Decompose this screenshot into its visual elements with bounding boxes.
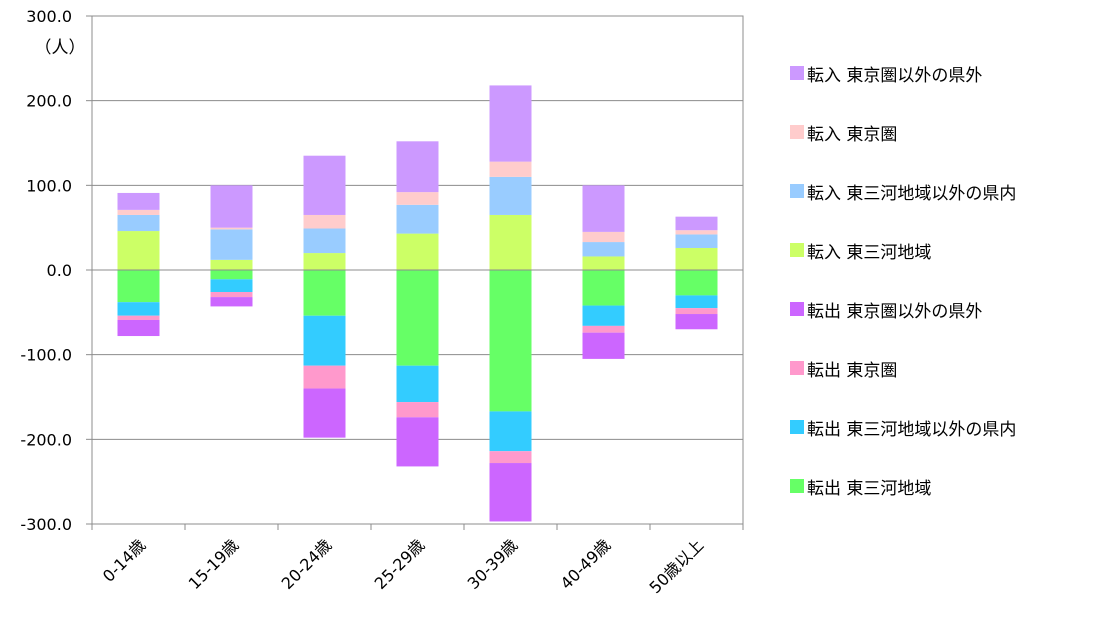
bar-segment — [675, 314, 718, 330]
bar-segment — [303, 155, 346, 215]
bar-segment — [303, 365, 346, 389]
bar-segment — [210, 270, 253, 280]
legend-label: 転入 東京圏 — [807, 124, 898, 145]
bar-segment — [117, 214, 160, 232]
legend-swatch — [790, 243, 804, 257]
legend-label: 転出 東三河地域以外の県内 — [807, 419, 1017, 440]
legend-item: 転出 東三河地域 — [790, 471, 931, 501]
x-tick-label: 40-49歳 — [557, 535, 615, 593]
x-tick-label: 15-19歳 — [185, 535, 243, 593]
legend-swatch — [790, 66, 804, 80]
bar-segment — [396, 233, 439, 270]
legend-label: 転入 東三河地域 — [807, 242, 932, 263]
bar-segment — [303, 228, 346, 254]
bar-segment — [210, 292, 253, 298]
bar-segment — [396, 141, 439, 193]
x-tick-label: 20-24歳 — [278, 535, 336, 593]
bar-segment — [303, 214, 346, 229]
bar-segment — [117, 270, 160, 303]
x-tick-label: 30-39歳 — [464, 535, 522, 593]
bar-segment — [117, 192, 160, 210]
bar-segment — [582, 256, 625, 270]
legend-item: 転出 東京圏以外の県外 — [790, 294, 982, 324]
bar-segment — [582, 325, 625, 333]
legend-swatch — [790, 125, 804, 139]
bar-segment — [489, 411, 532, 452]
legend-label: 転出 東京圏 — [807, 360, 898, 381]
bar-segment — [210, 259, 253, 270]
bar-segment — [117, 231, 160, 270]
legend-swatch — [790, 184, 804, 198]
bar-segment — [489, 214, 532, 270]
bar-segment — [117, 315, 160, 320]
bar-segment — [582, 242, 625, 257]
y-tick-label: -200.0 — [20, 430, 72, 449]
bar-segment — [582, 332, 625, 359]
y-tick-label: 100.0 — [26, 176, 72, 195]
bar-segment — [396, 417, 439, 467]
x-tick-label: 25-29歳 — [371, 535, 429, 593]
bar-segment — [303, 315, 346, 366]
bar-segment — [489, 85, 532, 162]
bar-segment — [210, 185, 253, 228]
bar-segment — [117, 209, 160, 215]
x-tick-label: 0-14歳 — [99, 535, 149, 585]
bar-segment — [117, 319, 160, 337]
y-tick-label: 200.0 — [26, 92, 72, 111]
bar-segment — [489, 176, 532, 215]
legend-item: 転出 東京圏 — [790, 353, 897, 383]
legend-item: 転出 東三河地域以外の県内 — [790, 412, 1016, 442]
bar-segment — [582, 305, 625, 326]
bar-segment — [582, 270, 625, 306]
bar-segment — [675, 234, 718, 248]
bar-segment — [489, 270, 532, 412]
bar-segment — [675, 295, 718, 309]
bar-segment — [582, 231, 625, 243]
legend-item: 転入 東三河地域 — [790, 235, 931, 265]
legend-swatch — [790, 479, 804, 493]
bar-segment — [675, 270, 718, 296]
bar-segment — [303, 253, 346, 270]
bar-segment — [210, 297, 253, 307]
bar-segment — [396, 270, 439, 366]
bar-segment — [210, 227, 253, 230]
legend-label: 転入 東京圏以外の県外 — [807, 65, 983, 86]
bar-segment — [117, 302, 160, 316]
bar-segment — [303, 270, 346, 316]
legend-label: 転出 東三河地域 — [807, 478, 932, 499]
bar-segment — [396, 192, 439, 205]
legend-item: 転入 東三河地域以外の県内 — [790, 176, 1016, 206]
y-tick-label: 0.0 — [47, 261, 72, 280]
y-tick-label: -100.0 — [20, 346, 72, 365]
bar-segment — [489, 451, 532, 464]
legend-swatch — [790, 361, 804, 375]
bar-segment — [489, 161, 532, 177]
bar-segment — [675, 247, 718, 270]
legend-swatch — [790, 302, 804, 316]
bar-segment — [675, 308, 718, 315]
plot-frame — [91, 15, 744, 525]
y-tick-label: 300.0 — [26, 7, 72, 26]
bar-segment — [210, 229, 253, 260]
y-axis-unit: （人） — [35, 38, 86, 58]
x-tick-label: 50歳以上 — [646, 535, 708, 597]
bar-segment — [396, 204, 439, 234]
legend-item: 転入 東京圏 — [790, 117, 897, 147]
legend-swatch — [790, 420, 804, 434]
bar-segment — [396, 402, 439, 418]
legend-item: 転入 東京圏以外の県外 — [790, 58, 982, 88]
legend-label: 転入 東三河地域以外の県内 — [807, 183, 1017, 204]
bar-segment — [210, 279, 253, 293]
bar-segment — [303, 388, 346, 438]
bar-segment — [396, 365, 439, 403]
y-tick-label: -300.0 — [20, 515, 72, 534]
bar-segment — [582, 185, 625, 232]
bar-segment — [675, 216, 718, 231]
bar-segment — [675, 230, 718, 235]
bar-segment — [489, 463, 532, 522]
legend-label: 転出 東京圏以外の県外 — [807, 301, 983, 322]
